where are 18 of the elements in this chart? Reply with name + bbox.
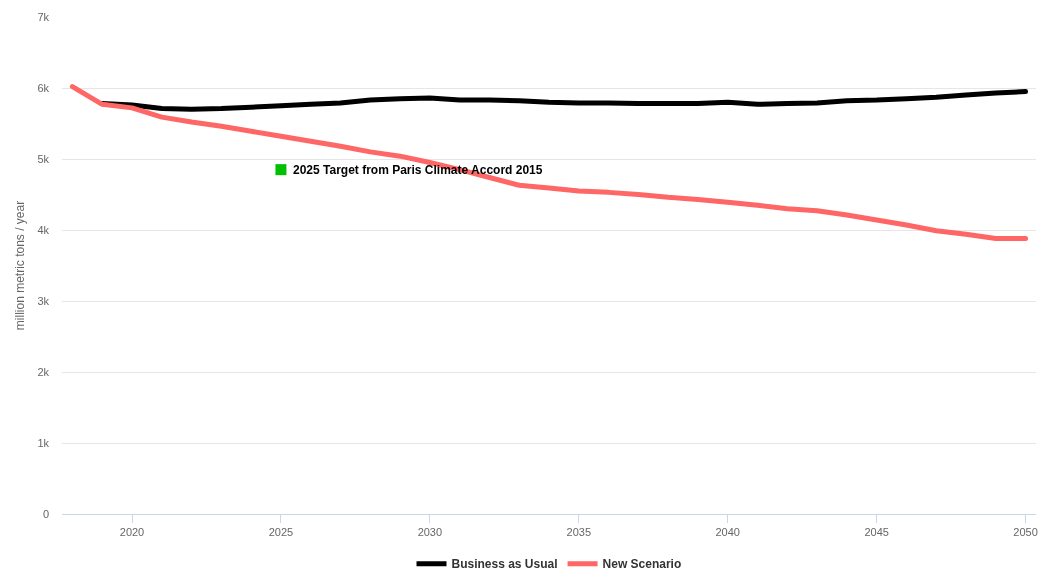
x-tick-label: 2040 <box>715 526 740 539</box>
y-tick-label: 1k <box>37 436 50 449</box>
x-tick-label: 2050 <box>1013 526 1038 539</box>
x-tick-label: 2045 <box>864 526 889 539</box>
x-tick-label: 2030 <box>417 526 443 539</box>
y-tick-label: 2k <box>37 365 50 378</box>
y-tick-label: 4k <box>37 223 50 236</box>
legend-label: New Scenario <box>602 557 682 572</box>
legend-label: Business as Usual <box>451 557 558 572</box>
x-tick-label: 2025 <box>268 526 294 539</box>
y-tick-label: 6k <box>37 81 50 94</box>
y-tick-label: 0 <box>42 507 49 520</box>
x-tick-label: 2035 <box>566 526 592 539</box>
x-tick-label: 2020 <box>119 526 145 539</box>
y-tick-label: 5k <box>37 152 50 165</box>
y-axis-title: million metric tons / year <box>12 200 27 331</box>
y-tick-label: 7k <box>37 10 50 23</box>
y-tick-label: 3k <box>37 294 50 307</box>
